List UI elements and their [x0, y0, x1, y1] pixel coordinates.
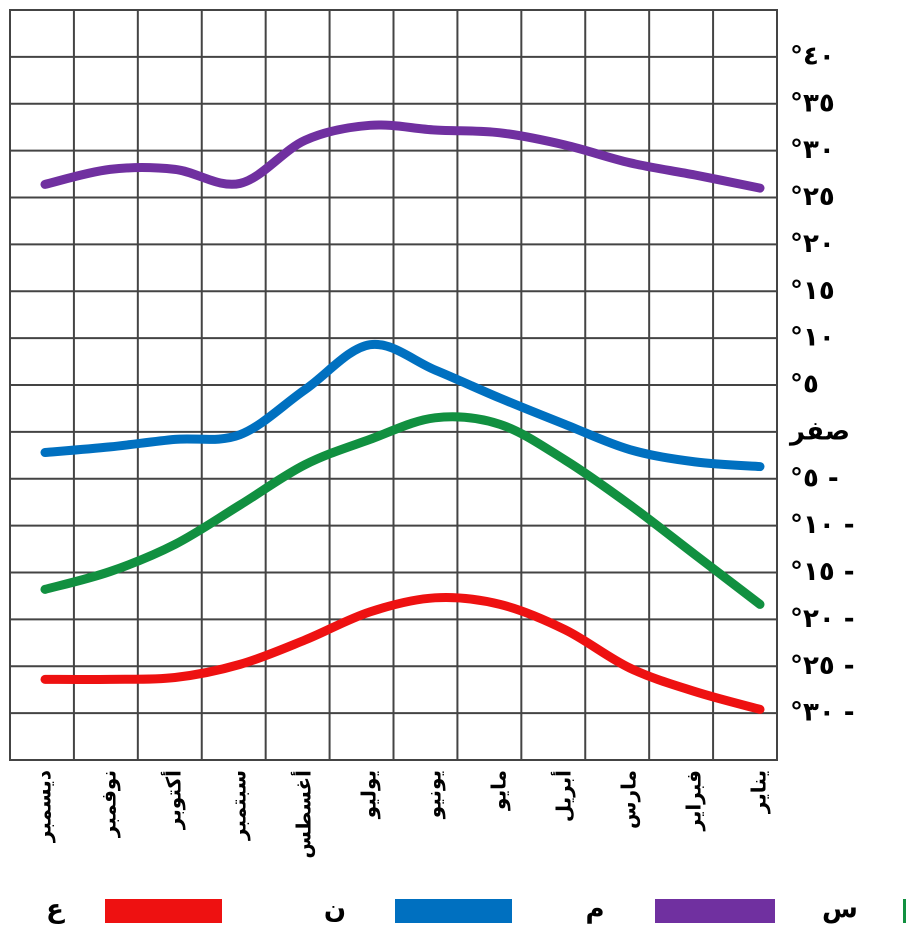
y-tick-label: °٤٠ [790, 41, 835, 71]
legend-swatch [395, 899, 512, 923]
y-tick-label: °٥ [790, 370, 819, 400]
x-tick-label: يونيو [422, 770, 446, 819]
y-tick-label: °٢٠ - [790, 604, 855, 634]
x-tick-label: يوليو [357, 770, 381, 819]
y-tick-label: °١٠ [790, 323, 835, 353]
legend-label: ن [324, 895, 346, 925]
legend-label: س [822, 895, 858, 925]
series-line [40, 339, 765, 472]
x-tick-label: نوفمبر [97, 770, 121, 838]
x-tick-label: يناير [747, 770, 771, 814]
x-tick-label: مارس [617, 770, 641, 829]
y-tick-label: °٣٥ [790, 88, 835, 118]
series-line [40, 120, 765, 193]
legend-swatch [903, 899, 906, 923]
y-tick-label: °٢٥ - [790, 651, 855, 681]
x-tick-label: فبراير [682, 770, 706, 832]
legend-swatch [105, 899, 222, 923]
y-tick-label: صفر [788, 416, 850, 446]
x-tick-label: أكتوبر [160, 770, 186, 830]
y-tick-label: °١٥ - [790, 557, 855, 587]
x-tick-label: سبتمبر [227, 770, 251, 841]
series-line [40, 593, 765, 714]
y-tick-label: °١٥ [790, 276, 835, 306]
legend-label: ع [46, 895, 65, 925]
y-tick-label: °٣٠ [790, 135, 835, 165]
y-tick-label: °١٠ - [790, 510, 855, 540]
series-line [40, 412, 765, 609]
x-tick-label: أغسطس [290, 770, 316, 859]
legend-label: م [585, 895, 604, 925]
y-tick-label: °٣٠ - [790, 698, 855, 728]
x-tick-label: أبريل [550, 770, 576, 822]
y-tick-label: °٥ - [790, 463, 839, 493]
legend-swatch [655, 899, 775, 923]
x-tick-label: ديسمبر [32, 770, 56, 843]
y-tick-label: °٢٠ [790, 229, 835, 259]
y-tick-label: °٢٥ [790, 182, 835, 212]
x-tick-label: مايو [487, 770, 511, 811]
